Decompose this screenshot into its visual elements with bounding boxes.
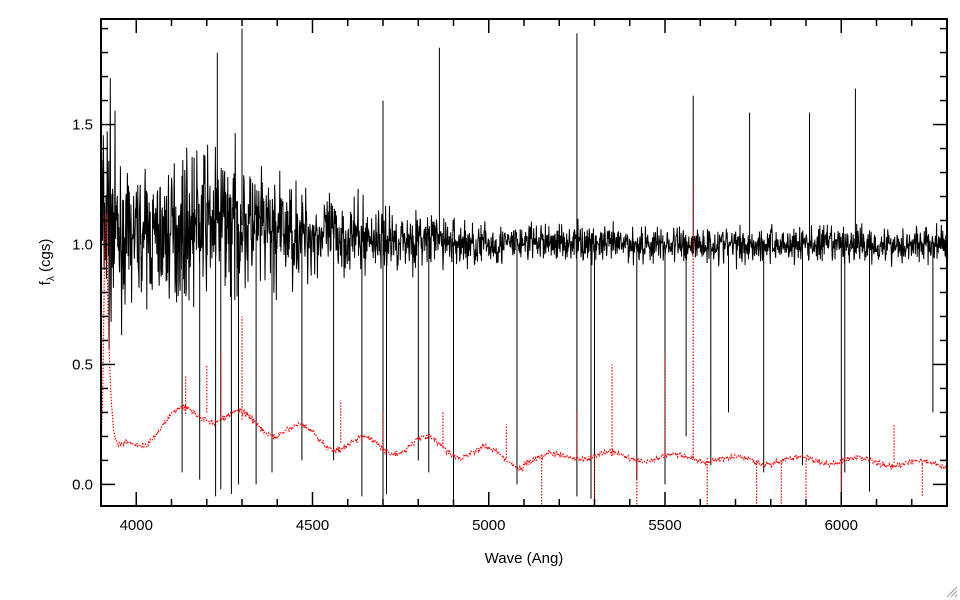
y-tick-label: 0.0 xyxy=(72,476,93,493)
series-layer xyxy=(101,28,947,506)
x-tick-label: 5500 xyxy=(648,517,681,534)
x-tick-label: 4500 xyxy=(296,517,329,534)
y-axis-title-rest: (cgs) xyxy=(37,239,54,277)
resize-grip-icon[interactable] xyxy=(946,586,958,598)
y-axis-title-main: f xyxy=(37,280,54,285)
error-spectrum-line xyxy=(101,184,947,506)
x-tick-label: 4000 xyxy=(120,517,153,534)
x-tick-label: 6000 xyxy=(825,517,858,534)
y-axis-title: fλ (cgs) xyxy=(37,239,57,286)
x-axis-title: Wave (Ang) xyxy=(485,550,564,567)
x-tick-label: 5000 xyxy=(472,517,505,534)
y-tick-label: 1.5 xyxy=(72,117,93,134)
plot-frame xyxy=(100,18,948,507)
ticks-layer xyxy=(100,19,948,506)
y-tick-label: 0.5 xyxy=(72,356,93,373)
tick-labels-layer: 4000 4500 5000 5500 6000 0.0 0.5 1.0 1.5 xyxy=(72,117,858,534)
y-axis-title-subscript: λ xyxy=(46,276,57,281)
flux-spectrum-line xyxy=(101,28,947,502)
y-tick-label: 1.0 xyxy=(72,237,93,254)
